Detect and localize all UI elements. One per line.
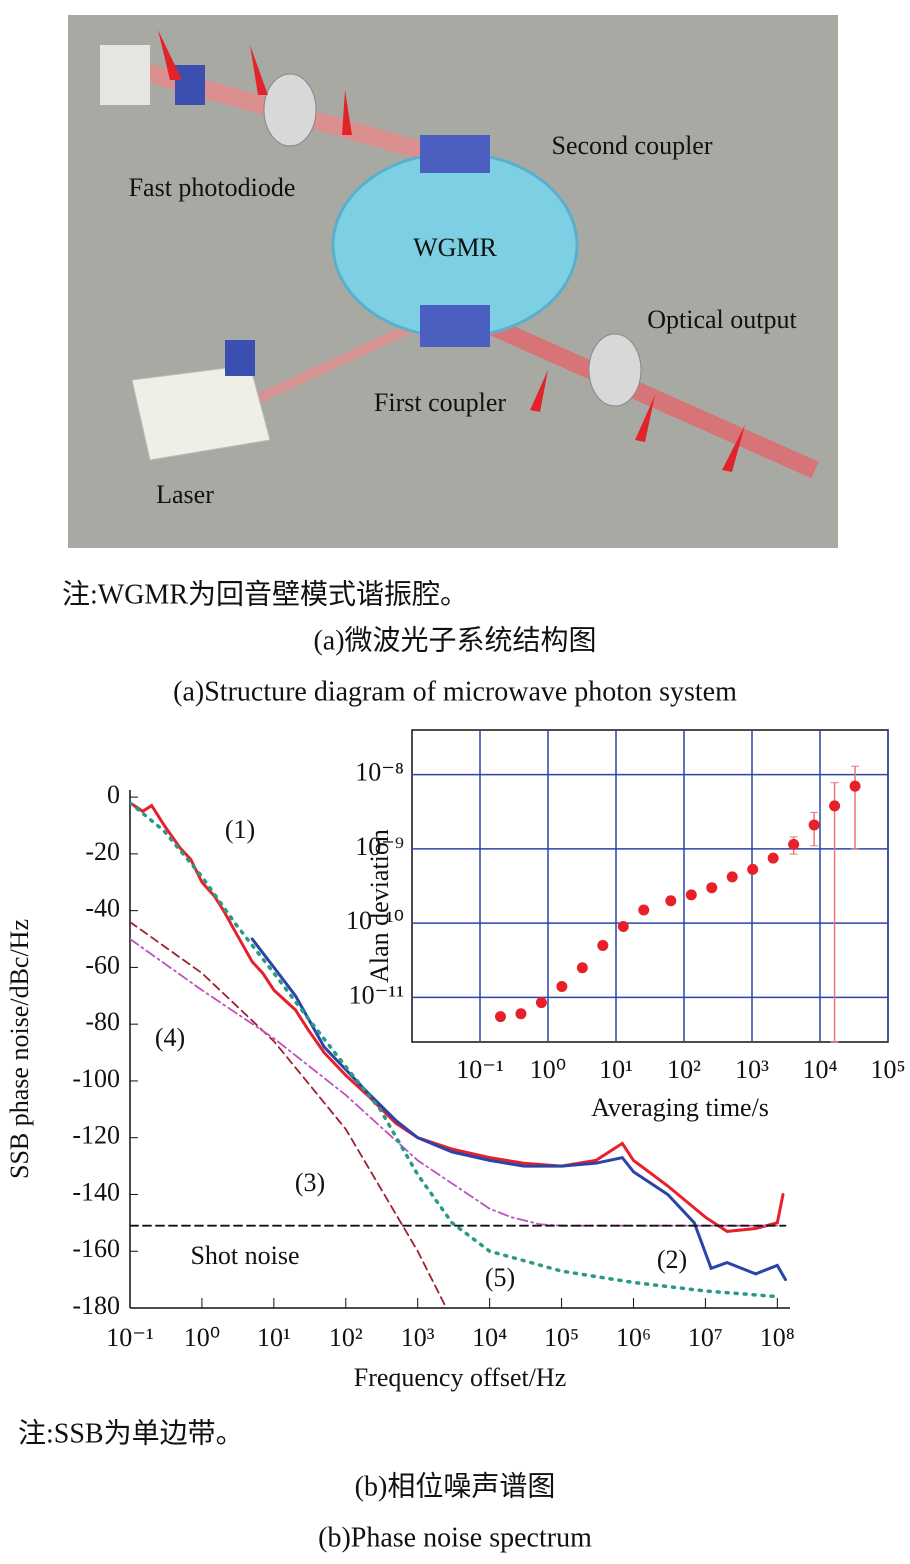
x-tick-label: 10⁶ <box>616 1323 651 1352</box>
y-tick-label: -60 <box>85 950 120 979</box>
diagram-label: First coupler <box>374 388 506 417</box>
caption: (a)Structure diagram of microwave photon… <box>173 676 737 707</box>
y-tick-label: -20 <box>85 837 120 866</box>
second-coupler <box>420 135 490 173</box>
x-tick-label: 10⁵ <box>870 1055 905 1084</box>
x-tick-label: 10¹ <box>599 1055 633 1084</box>
point <box>535 997 547 1009</box>
lens <box>588 333 642 407</box>
series-label: (4) <box>155 1023 185 1052</box>
y-tick-label: 10⁻¹⁰ <box>346 906 404 935</box>
point <box>665 895 677 907</box>
y-tick-label: 10⁻¹¹ <box>349 980 404 1009</box>
series-label: (2) <box>657 1245 687 1274</box>
x-tick-label: 10⁵ <box>544 1323 579 1352</box>
y-axis-label: Alan deviation <box>365 829 394 983</box>
point <box>597 939 609 951</box>
point <box>617 921 629 933</box>
series-line <box>130 938 779 1227</box>
x-tick-label: 10² <box>667 1055 701 1084</box>
y-tick-label: -160 <box>72 1234 120 1263</box>
x-tick-label: 10³ <box>735 1055 769 1084</box>
point <box>747 863 759 875</box>
note: 注:SSB为单边带。 <box>18 1417 244 1449</box>
point <box>638 904 650 916</box>
caption: (a)微波光子系统结构图 <box>313 624 596 656</box>
x-tick-label: 10⁸ <box>760 1323 795 1352</box>
y-tick-label: -140 <box>72 1177 120 1206</box>
caption: (b)Phase noise spectrum <box>318 1522 592 1553</box>
point <box>706 882 718 894</box>
y-tick-label: -80 <box>85 1007 120 1036</box>
lens <box>225 340 255 376</box>
lens <box>175 65 205 105</box>
series-label: (5) <box>485 1263 515 1292</box>
y-tick-label: -40 <box>85 894 120 923</box>
point <box>576 962 588 974</box>
x-tick-label: 10⁴ <box>472 1323 507 1352</box>
x-tick-label: 10⁻¹ <box>456 1055 504 1084</box>
y-tick-label: 0 <box>107 780 120 809</box>
note: 注:WGMR为回音壁模式谐振腔。 <box>62 578 468 610</box>
x-tick-label: 10⁻¹ <box>106 1323 154 1352</box>
y-tick-label: -120 <box>72 1121 120 1150</box>
series-label: (3) <box>295 1168 325 1197</box>
diagram: Fast photodiode Second coupler WGMR Opti… <box>68 15 838 548</box>
series-label: Shot noise <box>190 1241 299 1270</box>
y-tick-label: -180 <box>72 1291 120 1320</box>
y-tick-label: 10⁻⁹ <box>355 832 404 861</box>
x-axis-label: Frequency offset/Hz <box>354 1363 567 1392</box>
diagram-label: Fast photodiode <box>129 173 296 202</box>
point <box>788 838 800 850</box>
y-tick-label: 10⁻⁸ <box>355 758 404 787</box>
point <box>767 852 779 864</box>
point <box>726 871 738 883</box>
beam <box>456 303 819 479</box>
series-line <box>130 801 780 1299</box>
series-label: (1) <box>225 815 255 844</box>
point <box>556 980 568 992</box>
point <box>515 1008 527 1020</box>
x-tick-label: 10⁴ <box>802 1055 837 1084</box>
y-axis-label: SSB phase noise/dBc/Hz <box>5 919 34 1179</box>
point <box>808 819 820 831</box>
x-tick-label: 10⁰ <box>530 1055 566 1084</box>
plot-area <box>411 729 889 1043</box>
series-line <box>250 937 787 1282</box>
diagram-label: Optical output <box>647 305 797 334</box>
point <box>849 780 861 792</box>
point <box>685 889 697 901</box>
series-line <box>130 921 448 1308</box>
caption: (b)相位噪声谱图 <box>355 1470 556 1502</box>
x-tick-label: 10⁰ <box>184 1323 220 1352</box>
diagram-label: WGMR <box>413 233 497 262</box>
x-tick-label: 10¹ <box>257 1323 291 1352</box>
photodiode <box>100 45 150 105</box>
x-axis-label: Averaging time/s <box>591 1093 769 1122</box>
point <box>829 800 841 812</box>
first-coupler <box>420 305 490 347</box>
y-tick-label: -100 <box>72 1064 120 1093</box>
x-tick-label: 10² <box>329 1323 363 1352</box>
laser-box <box>131 364 271 461</box>
lens <box>263 73 317 147</box>
diagram-label: Laser <box>156 480 214 509</box>
point <box>494 1011 506 1023</box>
diagram-label: Second coupler <box>551 131 712 160</box>
x-tick-label: 10⁷ <box>688 1323 723 1352</box>
x-tick-label: 10³ <box>401 1323 435 1352</box>
